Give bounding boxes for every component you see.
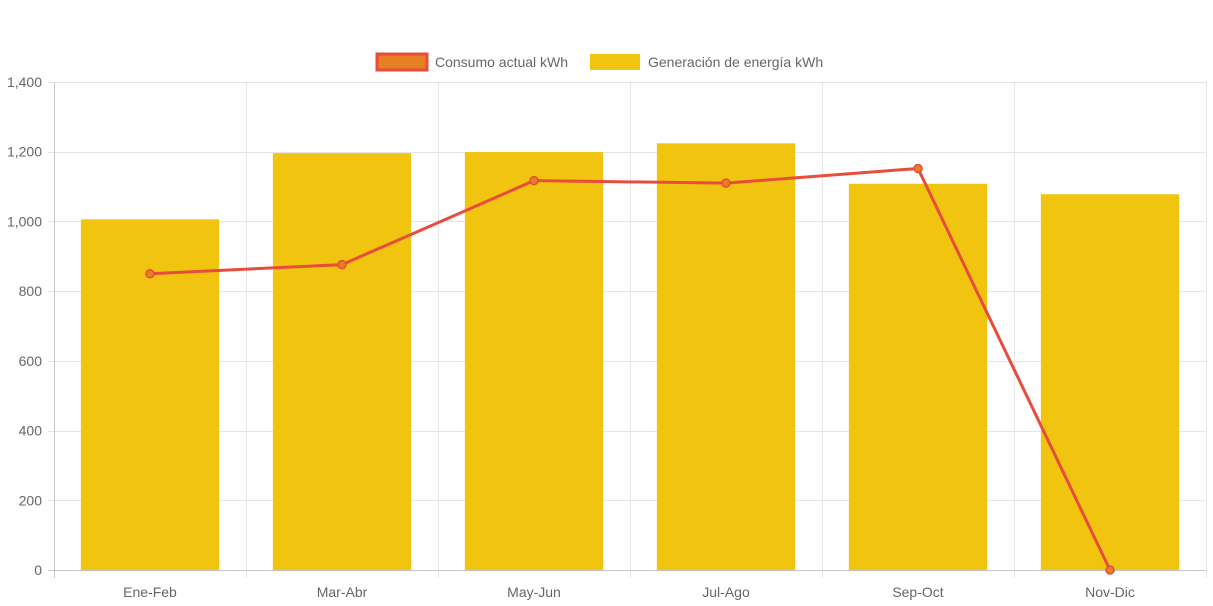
bar-generacion[interactable] bbox=[1040, 194, 1180, 571]
bar-generacion[interactable] bbox=[464, 152, 604, 570]
x-tick-label: Jul-Ago bbox=[702, 584, 750, 600]
point-consumo[interactable] bbox=[1105, 565, 1115, 575]
legend-swatch-consumo bbox=[375, 52, 429, 72]
bar-series-generacion bbox=[80, 143, 1180, 571]
y-tick-label: 200 bbox=[19, 492, 43, 508]
bar-generacion[interactable] bbox=[848, 183, 988, 571]
point-consumo[interactable] bbox=[529, 175, 539, 186]
grid bbox=[48, 82, 1207, 578]
x-tick-label: Nov-Dic bbox=[1085, 584, 1135, 600]
legend-item-consumo[interactable]: Consumo actual kWh bbox=[375, 52, 568, 72]
point-consumo[interactable] bbox=[721, 178, 731, 188]
x-tick-label: May-Jun bbox=[507, 584, 561, 600]
y-tick-label: 1,200 bbox=[7, 144, 42, 160]
point-consumo[interactable] bbox=[145, 268, 155, 279]
legend-label-consumo: Consumo actual kWh bbox=[435, 54, 568, 70]
legend-label-generacion: Generación de energía kWh bbox=[648, 54, 823, 70]
legend-item-generacion[interactable]: Generación de energía kWh bbox=[590, 54, 823, 70]
x-tick-label: Sep-Oct bbox=[892, 584, 943, 600]
x-axis-ticks: Ene-Feb Mar-Abr May-Jun Jul-Ago Sep-Oct Nov-D… bbox=[123, 584, 1135, 600]
bar-generacion[interactable] bbox=[656, 143, 796, 570]
point-consumo[interactable] bbox=[337, 259, 347, 270]
y-tick-label: 400 bbox=[19, 423, 43, 439]
legend-swatch-generacion bbox=[590, 54, 640, 70]
line-series-consumo bbox=[145, 163, 1115, 575]
legend: Consumo actual kWh Generación de energía… bbox=[375, 52, 823, 72]
x-tick-label: Ene-Feb bbox=[123, 584, 177, 600]
y-tick-label: 800 bbox=[19, 283, 43, 299]
y-tick-label: 600 bbox=[19, 353, 43, 369]
y-axis-ticks: 0 200 400 600 800 1,000 1,200 1,400 bbox=[7, 74, 42, 578]
y-tick-label: 0 bbox=[34, 562, 42, 578]
y-tick-label: 1,400 bbox=[7, 74, 42, 90]
x-tick-label: Mar-Abr bbox=[317, 584, 368, 600]
line-consumo bbox=[149, 166, 1112, 571]
point-consumo[interactable] bbox=[913, 163, 923, 174]
y-tick-label: 1,000 bbox=[7, 213, 42, 229]
bar-generacion[interactable] bbox=[272, 153, 412, 570]
